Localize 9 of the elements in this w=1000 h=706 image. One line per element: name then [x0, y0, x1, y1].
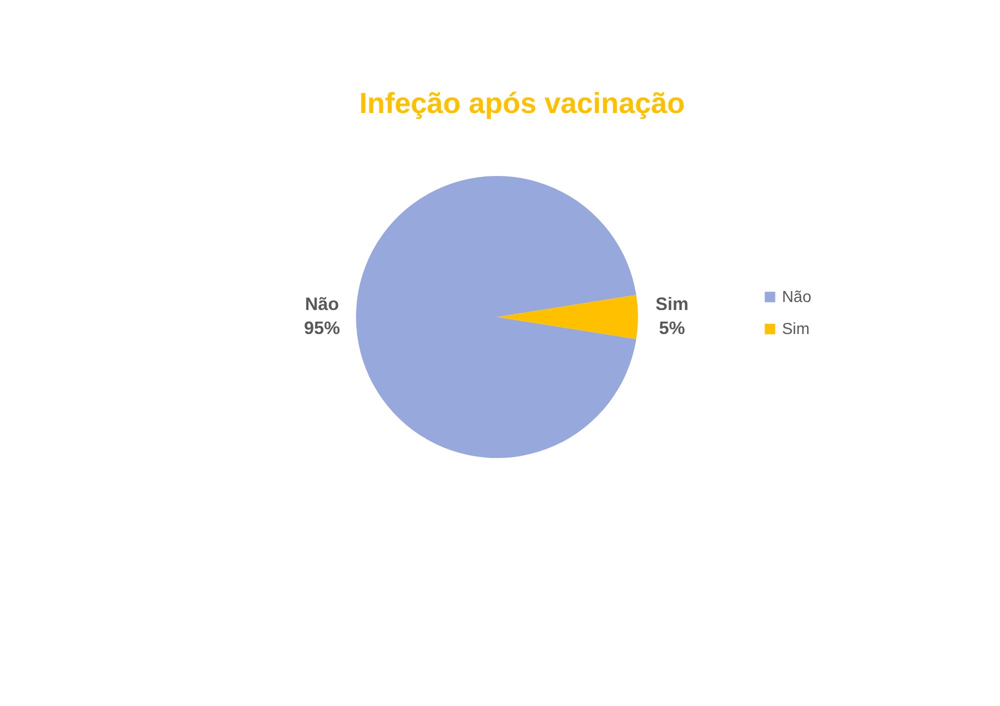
legend-label: Não: [782, 289, 812, 306]
pie-slice: [356, 176, 636, 458]
data-label: 5%: [658, 318, 686, 338]
pie-slice: [497, 294, 638, 340]
slice-label: Não: [304, 294, 340, 314]
chart-title: Infeção após vacinação: [359, 88, 685, 120]
data-label: 95%: [304, 318, 340, 338]
legend-label: Sim: [782, 321, 810, 338]
slice-label: Sim: [655, 294, 689, 314]
